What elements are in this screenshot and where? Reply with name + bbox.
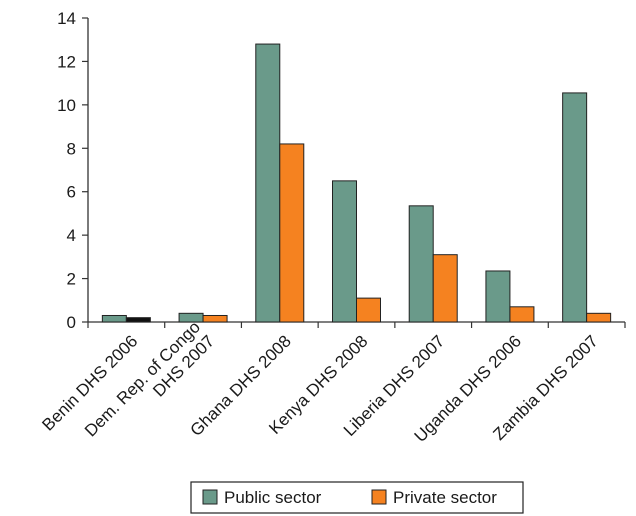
legend: Public sector Private sector bbox=[190, 481, 524, 514]
bar-private-2 bbox=[279, 143, 305, 323]
y-tick-label: 0 bbox=[67, 313, 76, 332]
bar-private-5 bbox=[509, 306, 535, 323]
y-tick-label: 4 bbox=[67, 226, 76, 245]
bar-public-4 bbox=[408, 205, 434, 323]
bar-private-1 bbox=[202, 314, 228, 323]
bar-private-0 bbox=[125, 317, 151, 323]
bar-public-6 bbox=[562, 92, 588, 323]
bar-private-6 bbox=[586, 312, 612, 323]
bar-private-4 bbox=[432, 254, 458, 323]
y-tick-label: 10 bbox=[57, 96, 76, 115]
y-tick-label: 8 bbox=[67, 139, 76, 158]
bars bbox=[101, 43, 612, 323]
legend-label: Private sector bbox=[393, 488, 497, 507]
legend-box bbox=[190, 481, 524, 514]
y-axis-ticks: 0 2 4 6 8 10 12 14 bbox=[57, 9, 88, 332]
bar-public-3 bbox=[332, 180, 357, 323]
bar-public-2 bbox=[255, 43, 281, 323]
y-tick-label: 6 bbox=[67, 183, 76, 202]
bar-private-3 bbox=[356, 297, 381, 323]
legend-label: Public sector bbox=[224, 488, 322, 507]
bar-public-0 bbox=[101, 314, 127, 323]
y-tick-label: 12 bbox=[57, 52, 76, 71]
legend-swatch-public bbox=[202, 489, 218, 505]
y-tick-label: 14 bbox=[57, 9, 76, 28]
bar-public-5 bbox=[485, 270, 511, 323]
legend-swatch-private bbox=[371, 489, 387, 505]
y-tick-label: 2 bbox=[67, 270, 76, 289]
